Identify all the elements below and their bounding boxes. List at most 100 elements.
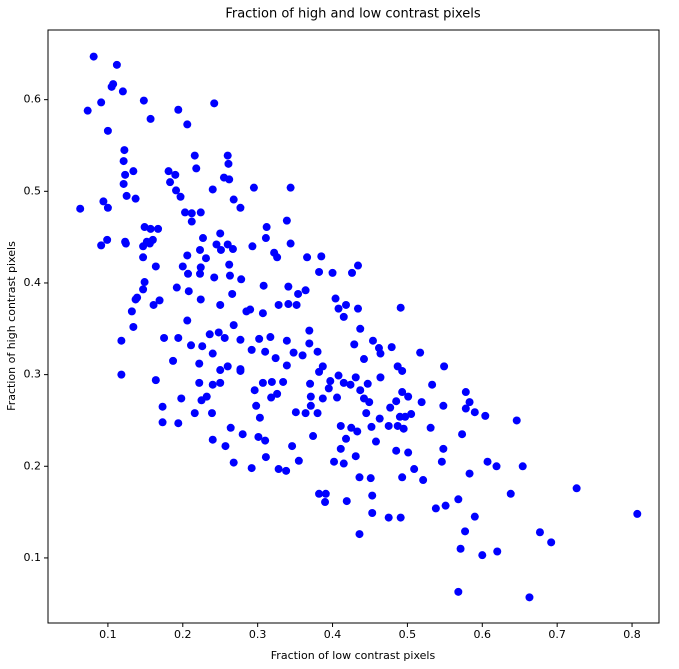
point — [506, 489, 515, 498]
point — [261, 453, 270, 462]
point — [437, 457, 446, 466]
point — [223, 240, 232, 249]
point — [339, 312, 348, 321]
point — [306, 379, 315, 388]
point — [236, 203, 245, 212]
point — [440, 362, 449, 371]
point — [190, 409, 199, 418]
point — [248, 242, 257, 251]
point — [355, 530, 364, 539]
point — [164, 167, 173, 176]
point — [229, 195, 238, 204]
point — [196, 245, 205, 254]
point — [195, 359, 204, 368]
point — [454, 495, 463, 504]
point — [289, 348, 298, 357]
point — [355, 473, 364, 482]
point — [109, 80, 118, 89]
point — [351, 373, 360, 382]
point — [221, 442, 230, 451]
point — [146, 224, 155, 233]
point — [483, 457, 492, 466]
point — [392, 397, 401, 406]
point — [250, 386, 259, 395]
point — [174, 105, 183, 114]
point — [518, 462, 527, 471]
point — [148, 235, 157, 244]
point — [223, 362, 232, 371]
point — [431, 504, 440, 513]
point — [120, 146, 129, 155]
point — [184, 269, 193, 278]
x-tick-label: 0.1 — [99, 628, 117, 641]
point — [146, 114, 155, 123]
point — [458, 430, 467, 439]
point — [396, 513, 405, 522]
point — [216, 245, 225, 254]
point — [339, 378, 348, 387]
point — [129, 322, 138, 331]
point — [121, 170, 130, 179]
point — [117, 370, 126, 379]
point — [259, 281, 268, 290]
point — [187, 217, 196, 226]
point — [376, 373, 385, 382]
point — [171, 170, 180, 179]
point — [363, 379, 372, 388]
point — [461, 388, 470, 397]
point — [333, 393, 342, 402]
point — [89, 52, 98, 61]
point — [303, 253, 312, 262]
point — [202, 392, 211, 401]
point — [324, 384, 333, 393]
point — [112, 60, 121, 69]
point — [224, 159, 233, 168]
chart-title: Fraction of high and low contrast pixels — [225, 7, 481, 22]
point — [172, 283, 181, 292]
point — [127, 307, 136, 316]
plot-frame — [47, 29, 660, 624]
point — [428, 380, 437, 389]
point — [375, 414, 384, 423]
point — [384, 513, 393, 522]
point — [294, 456, 303, 465]
point — [348, 268, 357, 277]
point — [198, 234, 207, 243]
point — [121, 239, 130, 248]
point — [342, 434, 351, 443]
point — [229, 458, 238, 467]
point — [535, 528, 544, 537]
y-tick-label: 0.4 — [24, 276, 42, 289]
point — [313, 347, 322, 356]
point — [398, 388, 407, 397]
point — [282, 361, 291, 370]
point — [140, 278, 149, 287]
point — [288, 442, 297, 451]
point — [334, 304, 343, 313]
point — [242, 307, 251, 316]
point — [407, 410, 416, 419]
point — [216, 378, 225, 387]
point — [387, 343, 396, 352]
point — [353, 427, 362, 436]
point — [315, 267, 324, 276]
point — [384, 421, 393, 430]
point — [103, 203, 112, 212]
point — [313, 409, 322, 418]
point — [177, 394, 186, 403]
point — [368, 491, 377, 500]
x-tick-label: 0.4 — [324, 628, 342, 641]
point — [284, 282, 293, 291]
point — [572, 484, 581, 493]
point — [258, 378, 267, 387]
point — [416, 348, 425, 357]
point — [305, 339, 314, 348]
point — [220, 333, 229, 342]
point — [192, 164, 201, 173]
point — [210, 99, 219, 108]
point — [183, 316, 192, 325]
point — [117, 336, 126, 345]
point — [492, 462, 501, 471]
point — [336, 444, 345, 453]
point — [386, 403, 395, 412]
